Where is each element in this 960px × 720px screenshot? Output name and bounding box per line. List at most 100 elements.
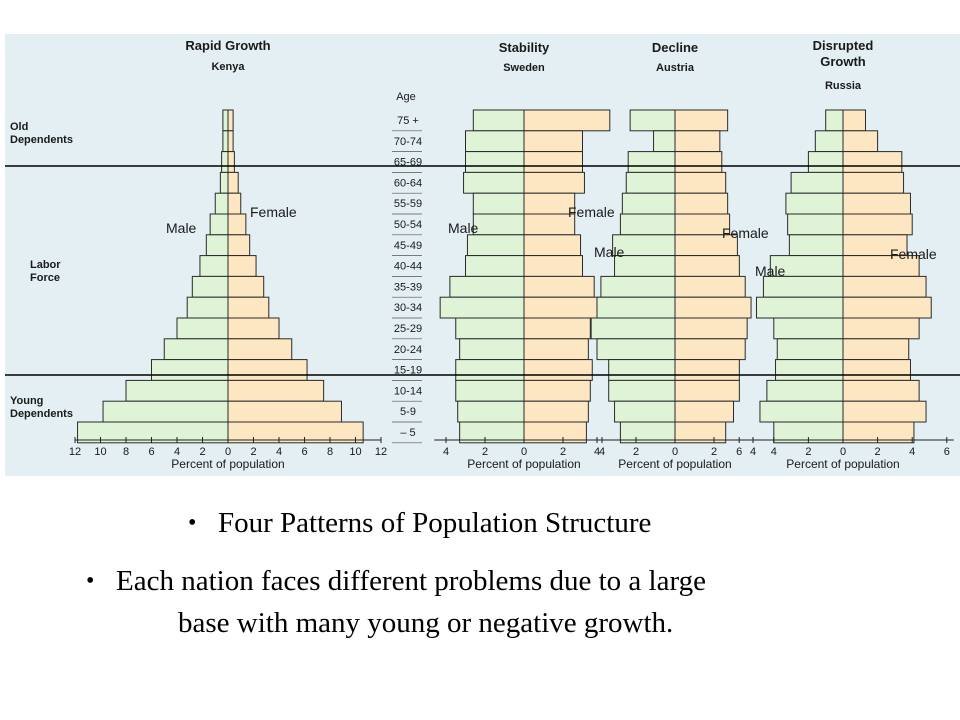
x-axis-label: Percent of population: [171, 457, 284, 471]
bar-male: [629, 109, 676, 132]
bar-female: [674, 379, 740, 402]
bar-male: [608, 359, 676, 381]
bar-male: [596, 338, 676, 361]
bar-female: [842, 192, 911, 215]
age-label: 10-14: [394, 385, 422, 397]
bar-female: [523, 338, 589, 361]
bar-female: [842, 151, 903, 173]
age-label: 50-54: [394, 219, 422, 231]
bar-male: [608, 379, 676, 402]
x-tick-label: 2: [250, 446, 256, 458]
bar-male: [756, 296, 844, 319]
bar-female: [674, 151, 723, 173]
bar-male: [653, 130, 676, 153]
x-tick-label: 0: [225, 446, 231, 458]
bar-male: [219, 171, 229, 194]
population-pyramids-figure: Old Dependents Labor Force Young Dependents…: [5, 34, 960, 476]
male-label: Male: [755, 263, 786, 279]
bar-female: [674, 171, 727, 194]
bar-male: [759, 400, 844, 423]
age-label: 20-24: [394, 344, 422, 356]
bar-male: [102, 400, 229, 423]
bar-male: [814, 130, 844, 153]
female-label: Female: [250, 204, 297, 220]
age-label: 35-39: [394, 281, 422, 293]
x-axis-label: Percent of population: [618, 457, 731, 471]
male-label: Male: [448, 220, 479, 236]
bar-female: [523, 296, 603, 319]
x-tick-label: 4: [174, 446, 180, 458]
bar-male: [621, 192, 676, 215]
age-label: 15-19: [394, 365, 422, 377]
bar-female: [227, 421, 364, 444]
x-axis-label: Percent of population: [786, 457, 899, 471]
bar-male: [209, 213, 229, 236]
bar-male: [465, 130, 525, 153]
bullet-1-text: Four Patterns of Population Structure: [218, 507, 652, 539]
x-tick-label: 4: [750, 446, 756, 458]
bar-male: [465, 151, 525, 173]
pyramid-country: Austria: [656, 62, 695, 74]
age-header: Age: [396, 91, 416, 103]
x-tick-label: 12: [375, 446, 387, 458]
x-tick-label: 4: [771, 446, 777, 458]
bullet-dot: •: [188, 510, 197, 536]
age-label: 30-34: [394, 302, 422, 314]
band-label-young: Young Dependents: [10, 395, 73, 420]
bar-male: [627, 151, 676, 173]
pyramid-title: Rapid Growth: [185, 38, 270, 53]
bar-female: [842, 317, 920, 340]
pyramid-sweden: Stability Sweden 4 2 0 2 4 Percent of populatio…: [434, 40, 615, 471]
age-label: 45-49: [394, 240, 422, 252]
x-tick-label: 8: [327, 446, 333, 458]
pyramid-country: Sweden: [503, 62, 545, 74]
bar-male: [787, 213, 844, 236]
bar-female: [674, 421, 727, 444]
x-tick-label: 4: [276, 446, 282, 458]
bar-male: [214, 192, 229, 215]
x-tick-label: 2: [482, 446, 488, 458]
bar-male: [449, 275, 525, 298]
bar-female: [523, 234, 582, 257]
female-label: Female: [722, 225, 769, 241]
x-tick-label: 10: [349, 446, 361, 458]
age-label: 60-64: [394, 177, 422, 189]
bar-female: [227, 213, 247, 236]
x-tick-label: 0: [521, 446, 527, 458]
bar-female: [842, 213, 913, 236]
bar-male: [596, 296, 676, 319]
pyramid-title: Decline: [652, 40, 698, 55]
bar-female: [523, 359, 593, 381]
bar-female: [674, 317, 748, 340]
bar-female: [227, 192, 242, 215]
bar-female: [523, 109, 611, 132]
bar-female: [227, 255, 257, 277]
bar-female: [523, 317, 591, 340]
bar-male: [600, 275, 676, 298]
pyramid-country: Kenya: [211, 61, 245, 73]
bar-male: [222, 109, 229, 132]
bar-male: [205, 234, 229, 257]
bar-female: [674, 192, 729, 215]
x-tick-label: 8: [123, 446, 129, 458]
bar-female: [523, 255, 583, 277]
bar-female: [674, 359, 740, 381]
x-tick-label: 4: [909, 446, 915, 458]
pyramid-title: Disrupted Growth: [813, 38, 874, 69]
bar-female: [227, 338, 293, 361]
bar-male: [186, 296, 229, 319]
bar-male: [151, 359, 229, 381]
bar-male: [199, 255, 229, 277]
bar-female: [227, 317, 280, 340]
bullet-2-line-2: base with many young or negative growth.: [178, 607, 674, 639]
x-tick-label: 6: [148, 446, 154, 458]
bar-male: [176, 317, 229, 340]
x-tick-label: 2: [711, 446, 717, 458]
bar-male: [788, 234, 844, 257]
x-tick-label: 4: [443, 446, 449, 458]
bullet-dot: •: [86, 568, 95, 594]
bar-male: [455, 359, 525, 381]
bar-male: [766, 379, 844, 402]
male-label: Male: [594, 244, 625, 260]
age-label: – 5: [400, 427, 415, 439]
